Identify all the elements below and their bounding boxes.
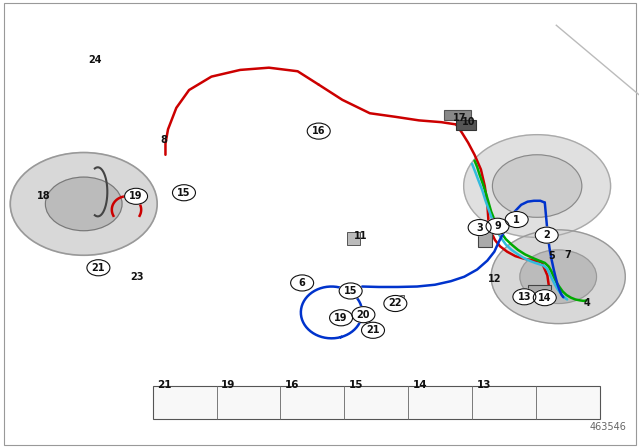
Text: 16: 16 <box>285 380 300 390</box>
FancyBboxPatch shape <box>356 309 368 320</box>
Text: 21: 21 <box>366 325 380 335</box>
Circle shape <box>339 283 362 299</box>
Circle shape <box>125 188 148 204</box>
Text: 21: 21 <box>92 263 105 273</box>
Text: 2: 2 <box>543 230 550 240</box>
Text: 22: 22 <box>388 298 402 309</box>
Text: 8: 8 <box>160 135 167 145</box>
Text: 6: 6 <box>299 278 305 288</box>
Text: 14: 14 <box>413 380 428 390</box>
Circle shape <box>491 230 625 323</box>
Circle shape <box>10 152 157 255</box>
Circle shape <box>45 177 122 231</box>
Text: 4: 4 <box>584 298 590 309</box>
Circle shape <box>520 250 596 303</box>
Circle shape <box>330 310 353 326</box>
Circle shape <box>464 135 611 237</box>
FancyBboxPatch shape <box>527 285 550 298</box>
Circle shape <box>486 218 509 234</box>
Text: 24: 24 <box>88 55 102 65</box>
Text: 18: 18 <box>37 191 51 201</box>
FancyBboxPatch shape <box>477 224 492 247</box>
Circle shape <box>352 306 375 323</box>
Text: 20: 20 <box>356 310 370 320</box>
Text: 7: 7 <box>564 250 571 260</box>
Text: 13: 13 <box>476 380 491 390</box>
Text: 10: 10 <box>462 117 476 127</box>
Text: 12: 12 <box>488 274 501 284</box>
Circle shape <box>533 290 556 306</box>
Text: 463546: 463546 <box>589 422 627 432</box>
Circle shape <box>492 155 582 217</box>
Text: 23: 23 <box>130 271 143 282</box>
Text: 3: 3 <box>476 223 483 233</box>
Text: 19: 19 <box>221 380 236 390</box>
Text: 17: 17 <box>452 113 466 123</box>
Text: 15: 15 <box>344 286 357 296</box>
Circle shape <box>384 296 407 311</box>
FancyBboxPatch shape <box>153 386 600 419</box>
Text: 19: 19 <box>334 313 348 323</box>
Text: 19: 19 <box>129 191 143 201</box>
Circle shape <box>307 123 330 139</box>
Text: 21: 21 <box>157 380 172 390</box>
Circle shape <box>291 275 314 291</box>
Circle shape <box>505 211 528 228</box>
FancyBboxPatch shape <box>444 110 470 121</box>
Circle shape <box>535 227 558 243</box>
Text: 13: 13 <box>518 292 531 302</box>
Text: 14: 14 <box>538 293 552 303</box>
Text: 16: 16 <box>312 126 326 136</box>
FancyBboxPatch shape <box>348 233 360 245</box>
Text: 9: 9 <box>494 221 501 231</box>
Text: 1: 1 <box>513 215 520 224</box>
Text: 15: 15 <box>177 188 191 198</box>
Circle shape <box>87 260 110 276</box>
Text: 15: 15 <box>349 380 364 390</box>
Circle shape <box>173 185 195 201</box>
Circle shape <box>362 322 385 338</box>
Circle shape <box>468 220 491 236</box>
Text: 11: 11 <box>353 231 367 241</box>
FancyBboxPatch shape <box>456 120 476 130</box>
Circle shape <box>513 289 536 305</box>
FancyBboxPatch shape <box>393 295 404 306</box>
Text: 5: 5 <box>548 251 554 261</box>
